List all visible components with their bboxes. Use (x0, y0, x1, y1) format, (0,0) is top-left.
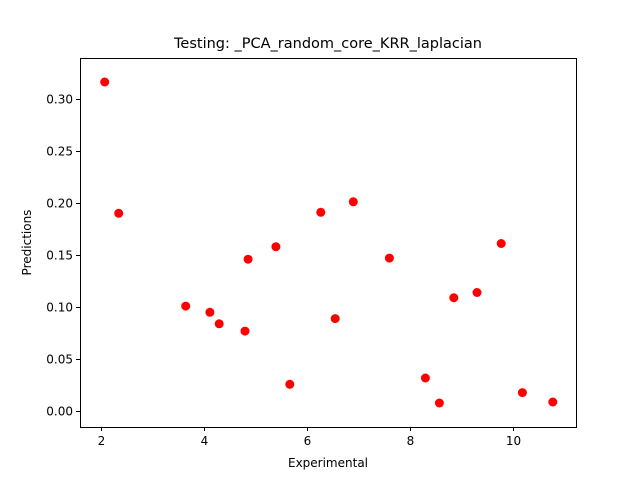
data-point (181, 301, 191, 311)
data-point (472, 288, 482, 297)
x-tick-label: 8 (407, 434, 415, 448)
x-tick-label: 6 (304, 434, 312, 448)
data-point (271, 242, 281, 252)
data-points (100, 77, 558, 408)
y-tick-label: 0.20 (46, 197, 73, 211)
y-tick-label: 0.15 (46, 249, 73, 263)
data-point (548, 397, 558, 407)
data-point (434, 398, 444, 408)
data-point (420, 373, 430, 383)
y-tick-label: 0.30 (46, 93, 73, 107)
data-point (330, 314, 340, 324)
data-point (496, 239, 506, 248)
data-point (449, 293, 459, 303)
data-point (517, 388, 527, 398)
y-tick-label: 0.10 (46, 301, 73, 315)
data-point (348, 197, 358, 207)
x-axis-ticks: 2 4 6 8 10 (98, 427, 521, 448)
data-point (205, 307, 215, 317)
data-point (214, 319, 224, 329)
chart-title: Testing: _PCA_random_core_KRR_laplacian (173, 36, 482, 52)
x-tick-label: 10 (506, 434, 521, 448)
data-point (316, 207, 326, 217)
y-tick-label: 0.25 (46, 145, 73, 159)
plot-background (80, 58, 576, 427)
x-axis-label: Experimental (288, 456, 368, 470)
data-point (285, 379, 295, 389)
x-tick-label: 4 (201, 434, 209, 448)
data-point (384, 253, 394, 263)
data-point (100, 77, 110, 87)
data-point (240, 326, 250, 336)
y-tick-label: 0.05 (46, 353, 73, 367)
plot-frame (80, 58, 577, 428)
y-axis-ticks: 0.00 0.05 0.10 0.15 0.20 0.25 0.30 (46, 93, 80, 419)
data-point (114, 208, 124, 218)
x-tick-label: 2 (98, 434, 106, 448)
y-axis-label: Predictions (20, 210, 34, 276)
data-point (243, 254, 253, 264)
y-tick-label: 0.00 (46, 405, 73, 419)
